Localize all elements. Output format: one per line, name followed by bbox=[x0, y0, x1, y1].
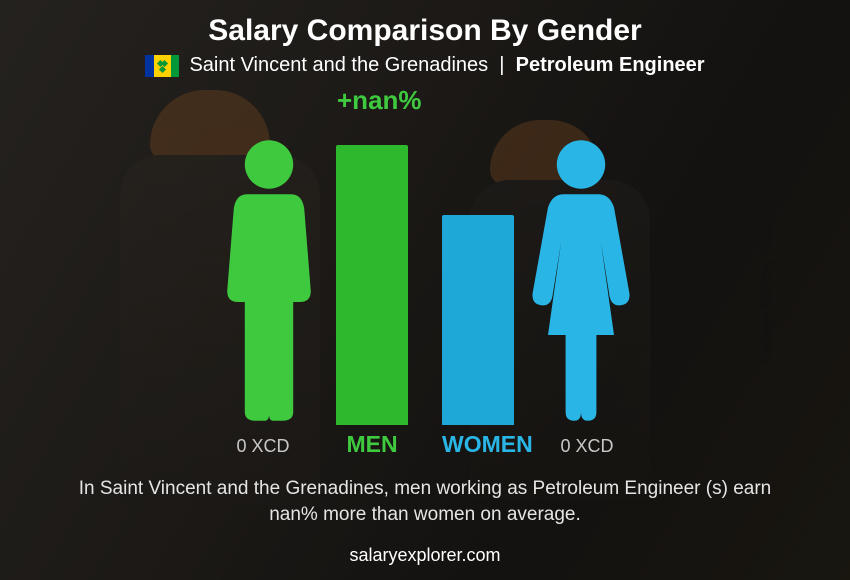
content-container: Salary Comparison By Gender Saint Vincen… bbox=[0, 0, 850, 580]
role-name: Petroleum Engineer bbox=[516, 54, 705, 76]
difference-label: +nan% bbox=[337, 85, 422, 116]
male-side bbox=[214, 135, 408, 425]
male-bar bbox=[336, 145, 408, 425]
country-name: Saint Vincent and the Grenadines bbox=[189, 54, 488, 76]
labels-row: 0 XCD MEN WOMEN 0 XCD bbox=[105, 431, 745, 458]
male-icon bbox=[214, 135, 324, 425]
male-value: 0 XCD bbox=[208, 436, 318, 457]
y-axis-label: Average Monthly Salary bbox=[758, 216, 774, 364]
footer-link: salaryexplorer.com bbox=[0, 545, 850, 566]
main-title: Salary Comparison By Gender bbox=[208, 14, 641, 48]
female-bar bbox=[442, 215, 514, 425]
separator: | bbox=[499, 54, 504, 76]
female-value: 0 XCD bbox=[532, 436, 642, 457]
male-labels: 0 XCD MEN bbox=[208, 431, 408, 458]
female-category: WOMEN bbox=[442, 431, 514, 458]
female-side bbox=[442, 135, 636, 425]
flag-icon bbox=[145, 55, 179, 77]
description-text: In Saint Vincent and the Grenadines, men… bbox=[60, 476, 790, 527]
subtitle-row: Saint Vincent and the Grenadines | Petro… bbox=[145, 54, 704, 77]
subtitle-text: Saint Vincent and the Grenadines | Petro… bbox=[189, 54, 704, 77]
female-icon bbox=[526, 135, 636, 425]
female-labels: WOMEN 0 XCD bbox=[442, 431, 642, 458]
chart-area: +nan% bbox=[105, 85, 745, 425]
male-category: MEN bbox=[336, 431, 408, 458]
